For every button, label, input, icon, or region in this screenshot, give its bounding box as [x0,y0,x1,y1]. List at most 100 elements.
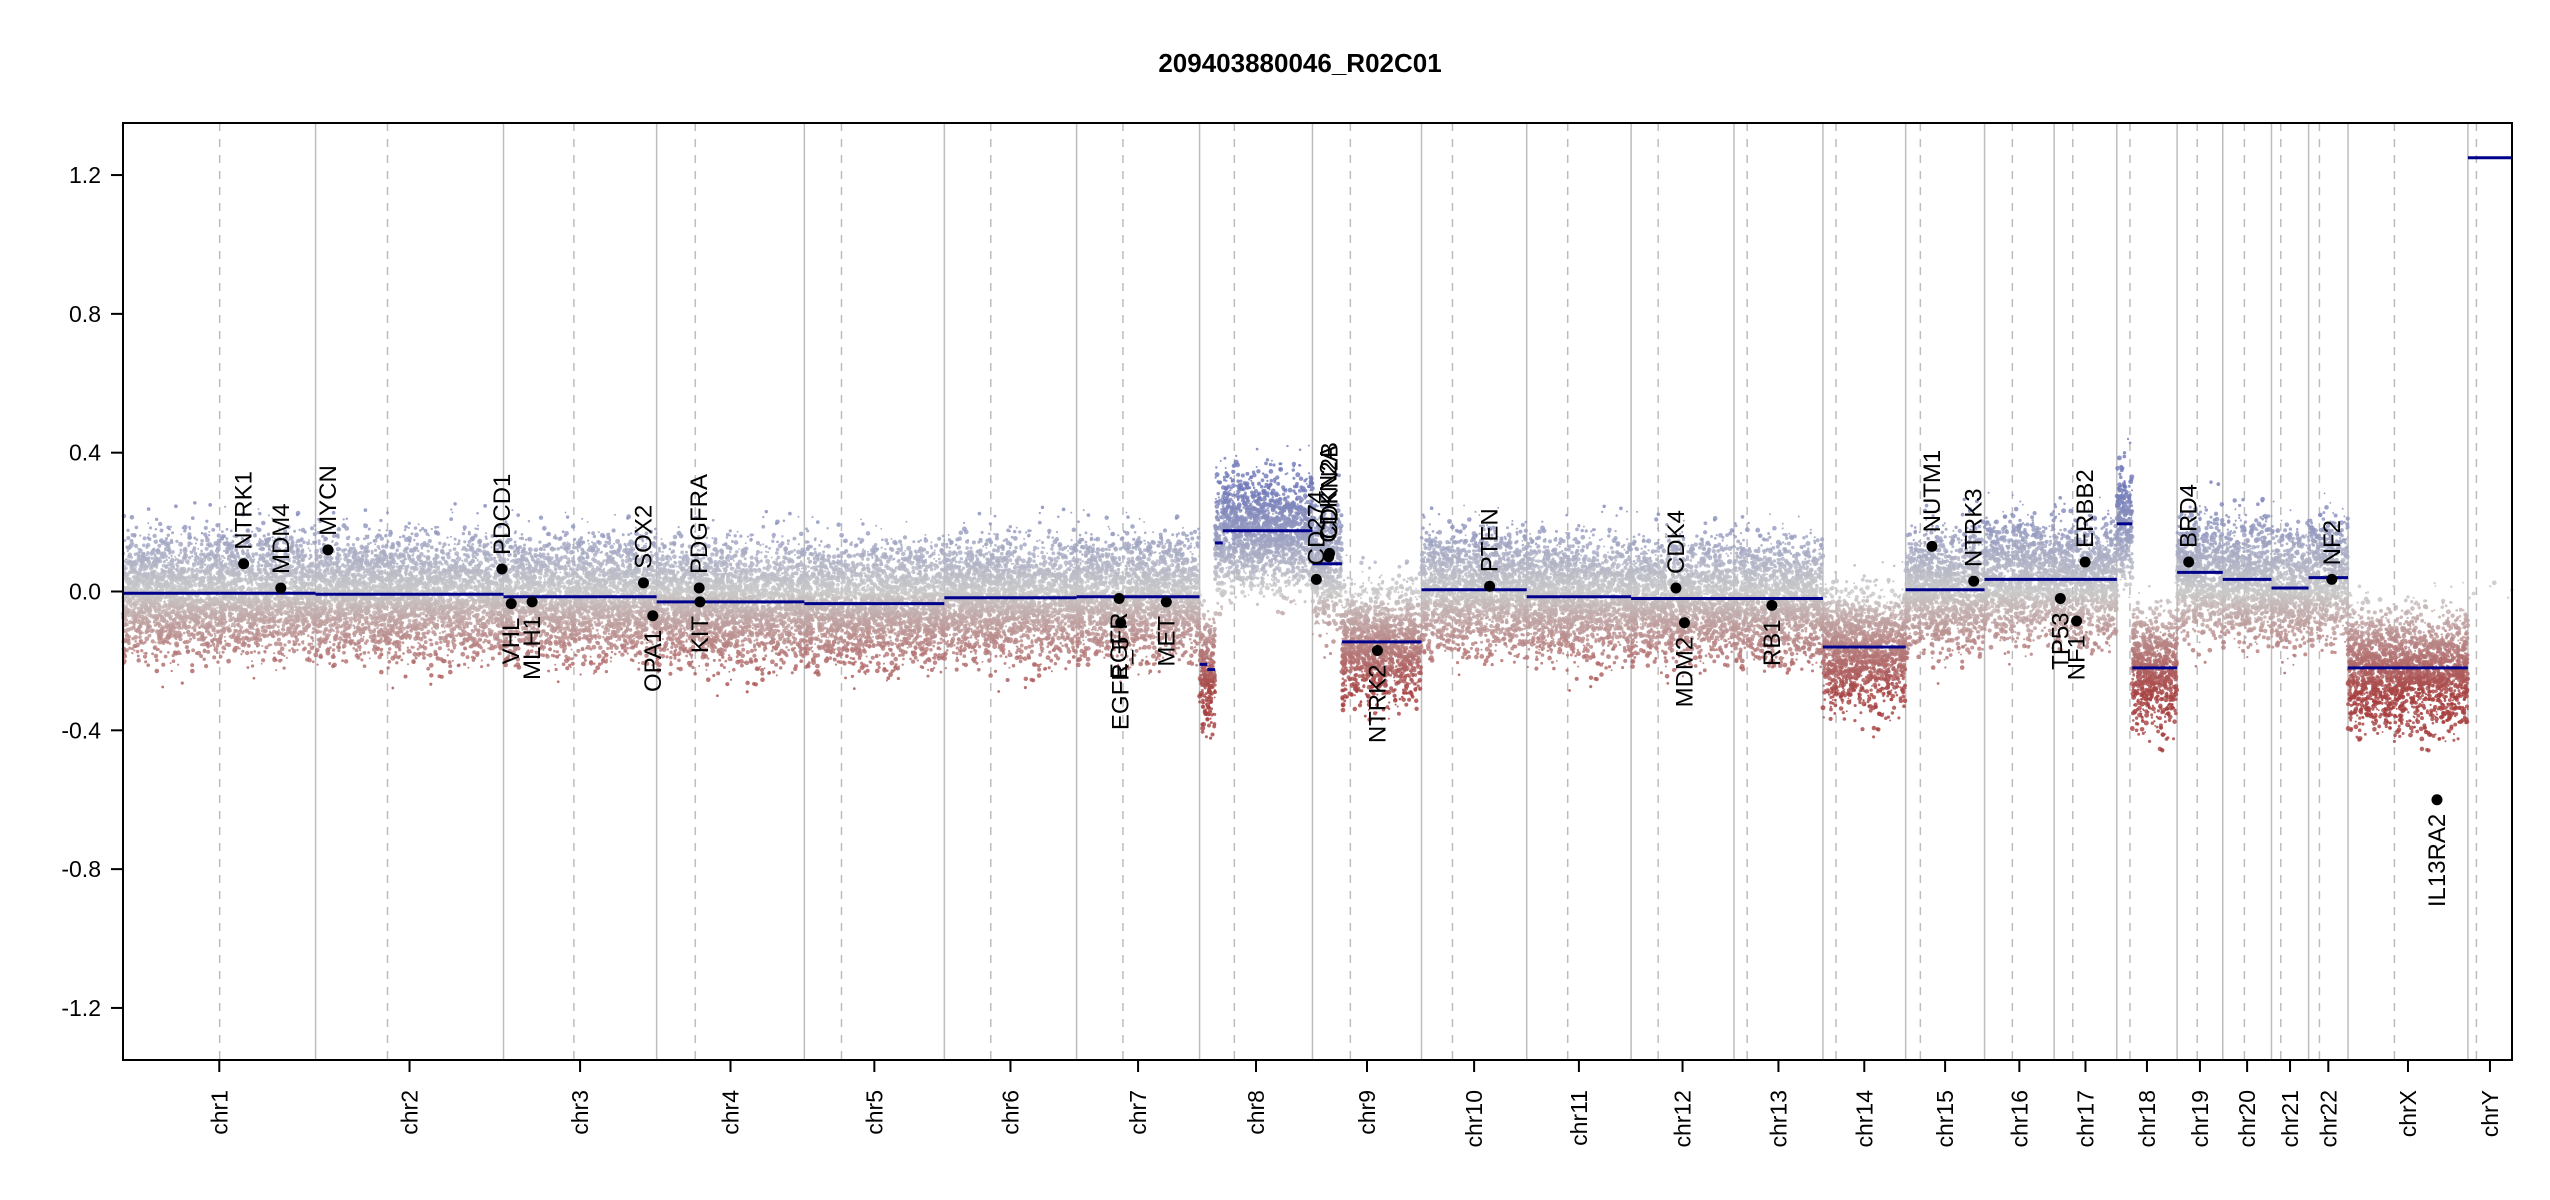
probe-point [261,645,263,647]
probe-point [159,650,162,653]
probe-point [235,560,239,564]
probe-point [308,547,310,549]
probe-point [149,599,153,603]
probe-point [248,596,250,598]
probe-point [166,640,169,643]
probe-point [198,608,201,611]
probe-point [193,558,196,561]
probe-point [171,531,174,534]
probe-point [235,640,237,642]
probe-point [292,640,294,642]
probe-point [136,650,140,654]
probe-point [144,608,147,611]
probe-point [148,608,153,613]
probe-point [171,579,174,582]
probe-point [128,647,131,650]
probe-point [139,548,141,550]
probe-point [183,529,186,532]
probe-point [232,616,235,619]
probe-point [151,629,155,633]
probe-point [131,618,133,620]
probe-point [205,538,210,543]
probe-point [187,598,190,601]
probe-point [137,619,140,622]
probe-point [139,564,143,568]
probe-point [195,595,198,598]
probe-point [169,583,171,585]
probe-point [139,640,142,643]
probe-point [166,624,171,629]
probe-point [218,595,221,598]
probe-point [144,641,147,644]
probe-point [166,635,171,640]
probe-point [160,529,164,533]
probe-point [182,616,186,620]
probe-point [192,626,197,631]
probe-point [145,582,150,587]
probe-point [301,601,305,605]
probe-point [167,599,170,602]
probe-point [220,558,222,560]
probe-point [146,630,149,633]
probe-point [208,625,211,628]
probe-point [164,543,168,547]
probe-point [198,626,201,629]
probe-point [136,552,140,556]
probe-point [214,647,219,652]
probe-point [258,512,261,515]
probe-point [308,539,310,541]
probe-point [210,563,214,567]
probe-point [309,575,311,577]
probe-point [127,550,129,552]
probe-point [221,555,224,558]
probe-point [306,541,310,545]
probe-point [151,652,154,655]
probe-point [196,632,200,636]
probe-point [136,588,138,590]
probe-point [206,650,210,654]
probe-point [125,639,128,642]
probe-point [233,647,238,652]
probe-point [125,558,127,560]
probe-point [205,520,208,523]
probe-point [155,642,157,644]
probe-point [186,649,191,654]
probe-point [201,621,204,624]
probe-point [166,559,168,561]
probe-point [191,567,194,570]
probe-point [175,623,178,626]
probe-point [178,562,180,564]
probe-point [207,564,211,568]
probe-point [136,579,138,581]
probe-point [251,589,253,591]
probe-point [261,553,265,557]
probe-point [213,596,217,600]
probe-point [177,572,179,574]
probe-point [205,597,209,601]
probe-point [146,626,150,630]
probe-point [203,532,207,536]
probe-point [170,601,174,605]
probe-point [193,546,197,550]
probe-point [177,559,179,561]
probe-point [124,573,128,577]
probe-point [128,553,132,557]
probe-point [288,649,291,652]
probe-point [265,645,269,649]
probe-point [180,620,183,623]
probe-point [203,649,207,653]
probe-point [160,582,162,584]
probe-point [162,609,164,611]
probe-point [258,542,263,547]
probe-point [195,542,197,544]
probe-point [130,606,132,608]
probe-point [153,559,158,564]
probe-point [156,615,159,618]
probe-point [162,588,164,590]
probe-point [159,538,164,543]
probe-point [149,602,153,606]
probe-point [128,587,132,591]
probe-point [211,528,215,532]
probe-point [214,633,216,635]
probe-point [126,585,128,587]
